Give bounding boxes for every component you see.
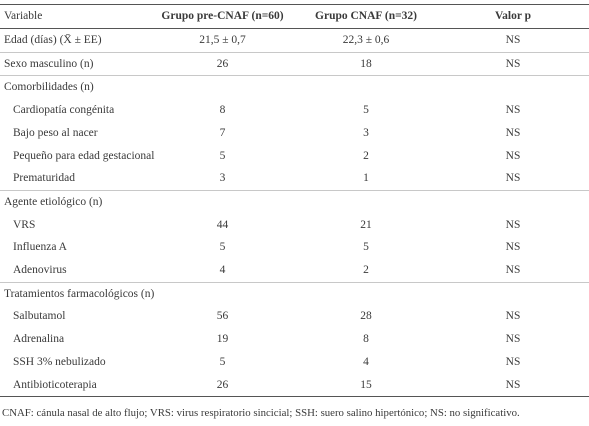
table-row: Antibioticoterapia 26 15 NS: [0, 373, 589, 398]
row-label: Adrenalina: [13, 333, 65, 346]
cell-cnaf: 1: [295, 167, 437, 191]
section-row: Comorbilidades (n): [0, 76, 589, 99]
cell-pre: 19: [216, 333, 229, 346]
section-label: Agente etiológico (n): [4, 195, 103, 208]
cell-p: NS: [505, 241, 521, 254]
section-label: Tratamientos farmacológicos (n): [4, 287, 155, 300]
table-row: Salbutamol 56 28 NS: [0, 305, 589, 328]
header-variable: Variable: [0, 4, 150, 29]
cell-cnaf: 22,3 ± 0,6: [295, 28, 437, 53]
row-label: Edad (días) (X̄ ± EE): [0, 28, 150, 53]
table-row: Sexo masculino (n) 26 18 NS: [0, 52, 589, 77]
cell-pre: 3: [150, 167, 295, 191]
table-row: Influenza A 5 5 NS: [0, 236, 589, 259]
cell-cnaf: 5: [363, 104, 369, 117]
cell-p: NS: [505, 333, 521, 346]
cell-pre: 7: [219, 126, 226, 139]
cell-p: NS: [505, 218, 521, 231]
cell-cnaf: 4: [363, 355, 369, 368]
row-label: Influenza A: [13, 241, 67, 254]
cell-p: NS: [437, 28, 589, 53]
table-row: Adenovirus 4 2 NS: [0, 259, 589, 283]
cell-pre: 44: [216, 218, 229, 231]
row-label: Antibioticoterapia: [0, 373, 150, 398]
header-cnaf: Grupo CNAF (n=32): [295, 4, 437, 29]
cell-p: NS: [505, 126, 521, 139]
table-row: Cardiopatía congénita 8 5 NS: [0, 99, 589, 122]
row-label: SSH 3% nebulizado: [13, 355, 106, 368]
row-label: Prematuridad: [0, 167, 150, 191]
cell-pre: 26: [150, 52, 295, 77]
cell-cnaf: 3: [363, 126, 369, 139]
header-pre-cnaf: Grupo pre-CNAF (n=60): [150, 4, 295, 29]
row-label: Sexo masculino (n): [0, 52, 150, 77]
cell-cnaf: 8: [363, 333, 369, 346]
section-row: Tratamientos farmacológicos (n): [0, 282, 589, 305]
cell-cnaf: 5: [363, 241, 369, 254]
cell-pre: 8: [219, 104, 226, 117]
row-label: Pequeño para edad gestacional: [13, 149, 155, 162]
table-row: Edad (días) (X̄ ± EE) 21,5 ± 0,7 22,3 ± …: [0, 28, 589, 53]
cell-pre: 5: [219, 241, 226, 254]
cell-pre: 56: [216, 310, 229, 323]
header-p-value: Valor p: [437, 4, 589, 29]
cell-p: NS: [437, 259, 589, 283]
table-row: Adrenalina 19 8 NS: [0, 328, 589, 351]
cell-p: NS: [505, 149, 521, 162]
cell-cnaf: 28: [360, 310, 372, 323]
row-label: Cardiopatía congénita: [13, 104, 115, 117]
cell-p: NS: [437, 52, 589, 77]
table-footnote: CNAF: cánula nasal de alto flujo; VRS: v…: [2, 407, 520, 419]
section-row: Agente etiológico (n): [0, 190, 589, 213]
table-row: Bajo peso al nacer 7 3 NS: [0, 122, 589, 145]
row-label: Bajo peso al nacer: [13, 126, 98, 139]
data-table: Variable Grupo pre-CNAF (n=60) Grupo CNA…: [0, 4, 589, 398]
table-row: VRS 44 21 NS: [0, 214, 589, 237]
table-row: SSH 3% nebulizado 5 4 NS: [0, 351, 589, 374]
cell-cnaf: 21: [360, 218, 372, 231]
data-table-container: Variable Grupo pre-CNAF (n=60) Grupo CNA…: [0, 4, 589, 398]
cell-pre: 5: [219, 355, 226, 368]
cell-cnaf: 15: [295, 373, 437, 398]
cell-pre: 26: [150, 373, 295, 398]
cell-p: NS: [437, 373, 589, 398]
row-label: VRS: [13, 218, 36, 231]
row-label: Adenovirus: [0, 259, 150, 283]
section-label: Comorbilidades (n): [4, 81, 94, 94]
cell-p: NS: [437, 167, 589, 191]
cell-pre: 21,5 ± 0,7: [150, 28, 295, 53]
cell-p: NS: [505, 355, 521, 368]
cell-p: NS: [505, 310, 521, 323]
cell-cnaf: 2: [363, 149, 369, 162]
cell-p: NS: [505, 104, 521, 117]
table-row: Pequeño para edad gestacional 5 2 NS: [0, 145, 589, 168]
table-header-row: Variable Grupo pre-CNAF (n=60) Grupo CNA…: [0, 4, 589, 29]
cell-cnaf: 2: [295, 259, 437, 283]
cell-pre: 5: [219, 149, 226, 162]
cell-pre: 4: [150, 259, 295, 283]
row-label: Salbutamol: [13, 310, 66, 323]
cell-cnaf: 18: [295, 52, 437, 77]
table-row: Prematuridad 3 1 NS: [0, 167, 589, 191]
